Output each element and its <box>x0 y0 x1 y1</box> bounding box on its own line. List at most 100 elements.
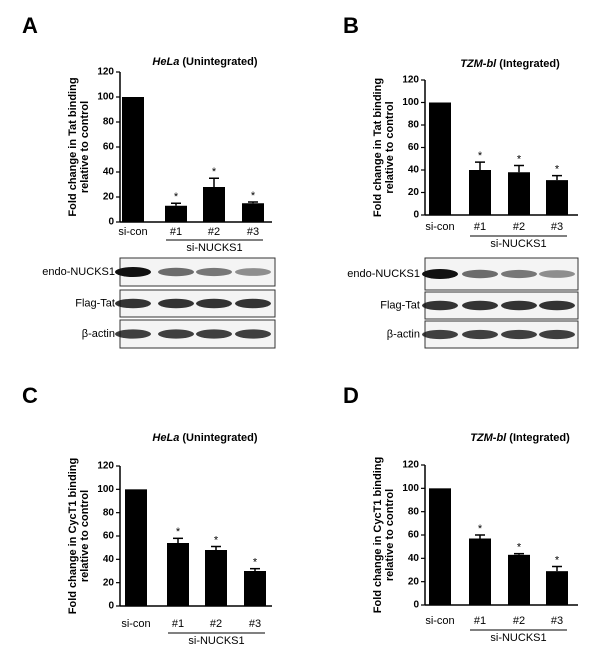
y-tick-label: 100 <box>97 484 114 495</box>
chart-title: HeLa (Unintegrated) <box>152 432 257 444</box>
group-label: si-NUCKS1 <box>490 632 546 644</box>
y-tick-label: 0 <box>413 210 419 221</box>
x-tick-label: #2 <box>513 615 525 627</box>
y-tick-label: 0 <box>413 600 419 611</box>
significance-label: * <box>517 153 522 165</box>
significance-label: * <box>176 526 181 538</box>
significance-label: * <box>555 164 560 176</box>
blot-band <box>235 329 271 339</box>
error-bar <box>173 537 183 543</box>
blot-label: endo-NUCKS1 <box>347 268 420 280</box>
blot-band <box>196 267 232 277</box>
blot-band <box>462 269 498 279</box>
blot-band <box>501 300 537 311</box>
bar <box>165 205 187 222</box>
error-bar <box>171 202 181 206</box>
blot-band <box>422 300 458 311</box>
y-axis-label: Fold change in Tat binding <box>372 78 384 217</box>
x-tick-label: #1 <box>170 226 182 238</box>
bar <box>429 488 451 605</box>
title-italic: HeLa <box>152 56 179 68</box>
bar <box>122 97 144 222</box>
bar <box>508 554 530 605</box>
blot-band <box>462 300 498 311</box>
y-tick-label: 120 <box>402 460 419 471</box>
y-tick-label: 40 <box>408 553 420 564</box>
x-tick-label: #3 <box>551 615 563 627</box>
y-tick-label: 20 <box>408 576 420 587</box>
significance-label: * <box>214 534 219 546</box>
y-tick-label: 120 <box>402 75 419 86</box>
chart: B TZM-bl (Integrated) Fold change in Tat b… <box>343 13 579 349</box>
blot-label: Flag-Tat <box>380 299 420 311</box>
blot-band <box>422 269 458 279</box>
bar <box>546 571 568 605</box>
title-italic: TZM-bl <box>470 432 507 444</box>
blot-band <box>501 269 537 279</box>
bar <box>546 180 568 215</box>
group-label: si-NUCKS1 <box>490 238 546 250</box>
panel-label: D <box>343 383 359 408</box>
x-tick-label: #2 <box>208 226 220 238</box>
chart-title: HeLa (Unintegrated) <box>152 56 257 68</box>
y-tick-label: 100 <box>402 483 419 494</box>
blot-band <box>501 329 537 340</box>
bar <box>167 543 189 606</box>
bar <box>242 203 264 222</box>
y-axis-label: relative to control <box>79 490 91 582</box>
y-tick-label: 40 <box>103 554 115 565</box>
significance-label: * <box>253 557 258 569</box>
y-tick-label: 80 <box>408 120 420 131</box>
blot-band <box>235 268 271 276</box>
bar <box>244 571 266 606</box>
y-tick-label: 60 <box>408 142 420 153</box>
significance-label: * <box>478 523 483 535</box>
x-tick-label: #1 <box>172 618 184 630</box>
title-italic: HeLa <box>152 432 179 444</box>
title-text: (Unintegrated) <box>182 56 258 68</box>
y-tick-label: 80 <box>103 117 115 128</box>
blot-band <box>196 329 232 339</box>
blot-band <box>115 298 151 309</box>
title-text: (Integrated) <box>509 432 570 444</box>
blot-band <box>115 329 151 339</box>
y-tick-label: 60 <box>408 530 420 541</box>
error-bar <box>475 161 485 170</box>
panel-label: A <box>22 13 38 38</box>
x-tick-label: si-con <box>425 615 454 627</box>
x-tick-label: #1 <box>474 221 486 233</box>
blot-band <box>422 329 458 340</box>
y-tick-label: 100 <box>402 97 419 108</box>
blot-band <box>158 298 194 309</box>
chart-title: TZM-bl (Integrated) <box>470 432 570 444</box>
group-label: si-NUCKS1 <box>186 242 242 254</box>
y-tick-label: 40 <box>408 165 420 176</box>
bar <box>469 538 491 605</box>
x-tick-label: #1 <box>474 615 486 627</box>
y-tick-label: 100 <box>97 92 114 103</box>
blot-band <box>158 267 194 277</box>
error-bar <box>248 201 258 204</box>
group-label: si-NUCKS1 <box>188 635 244 647</box>
error-bar <box>552 565 562 572</box>
y-tick-label: 40 <box>103 167 115 178</box>
blot-band <box>539 300 575 311</box>
blot-band <box>539 270 575 278</box>
significance-label: * <box>517 542 522 554</box>
chart: C HeLa (Unintegrated) Fold change in CycT1… <box>22 383 272 647</box>
blot-label: endo-NUCKS1 <box>42 266 115 278</box>
blot-label: β-actin <box>387 328 420 340</box>
y-tick-label: 80 <box>408 506 420 517</box>
y-tick-label: 80 <box>103 507 115 518</box>
blot-band <box>196 298 232 309</box>
y-axis-label: Fold change in CycT1 binding <box>67 458 79 614</box>
significance-label: * <box>251 190 256 202</box>
x-tick-label: #2 <box>513 221 525 233</box>
error-bar <box>475 534 485 539</box>
error-bar <box>514 164 524 173</box>
y-axis-label: relative to control <box>79 101 91 193</box>
y-tick-label: 60 <box>103 531 115 542</box>
y-tick-label: 120 <box>97 67 114 78</box>
chart: D TZM-bl (Integrated) Fold change in CycT1… <box>343 383 578 644</box>
y-axis-label: Fold change in CycT1 binding <box>372 457 384 613</box>
